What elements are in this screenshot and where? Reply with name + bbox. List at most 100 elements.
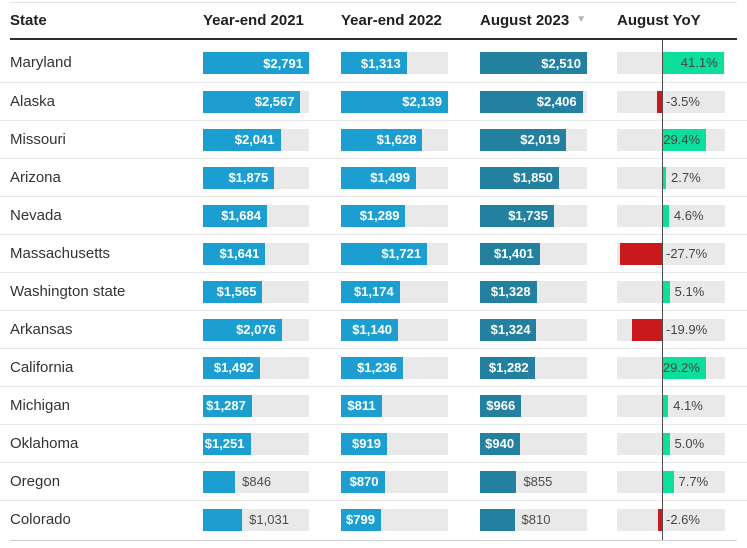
bar-value-label: $919 xyxy=(352,436,381,451)
column-header-year-end-2022[interactable]: Year-end 2022 xyxy=(341,12,448,29)
yoy-bar-track: -2.6% xyxy=(617,508,725,531)
bar-august-2023: $1,282 xyxy=(480,356,535,379)
bar-august-2023: $940 xyxy=(480,432,521,455)
bar-year-end-2021 xyxy=(203,508,243,531)
bar-value-label: $1,499 xyxy=(370,170,410,185)
bar-track: $1,492 xyxy=(203,356,309,379)
yoy-positive-bar xyxy=(662,52,724,74)
bar-august-2023: $1,324 xyxy=(480,318,537,341)
bar-track: $1,684 xyxy=(203,204,309,227)
bar-track: $2,041 xyxy=(203,128,309,151)
bar-value-label: $1,031 xyxy=(249,511,289,527)
bar-value-label: $1,236 xyxy=(357,360,397,375)
yoy-value-label: 7.7% xyxy=(678,473,709,489)
bar-august-2023: $1,401 xyxy=(480,242,540,265)
column-header-august-2023[interactable]: August 2023 ▼ xyxy=(480,12,587,29)
table-row: Oklahoma $1,251 $919 $940 5.0% xyxy=(0,424,747,462)
yoy-positive-bar xyxy=(662,128,707,151)
yoy-bar-track: 7.7% xyxy=(617,470,725,493)
bar-value-label: $855 xyxy=(523,473,553,489)
bar-track: $2,567 xyxy=(203,90,309,113)
bar-value-label: $1,140 xyxy=(352,322,393,337)
bar-year-end-2022: $1,628 xyxy=(341,128,423,151)
state-label: Missouri xyxy=(10,130,66,148)
bar-value-label: $1,313 xyxy=(360,55,401,71)
bar-year-end-2021: $1,565 xyxy=(203,280,263,303)
state-label: Arkansas xyxy=(10,320,73,338)
state-label: Michigan xyxy=(10,396,71,414)
bar-value-label: $1,721 xyxy=(381,246,422,261)
bar-value-label: $1,174 xyxy=(353,284,394,299)
bar-value-label: $1,401 xyxy=(493,246,534,261)
bar-value-label: $2,567 xyxy=(254,94,295,109)
state-label: Massachusetts xyxy=(10,244,111,262)
state-label: Oregon xyxy=(10,472,61,490)
bar-year-end-2022: $2,139 xyxy=(341,90,448,113)
bar-value-label: $1,628 xyxy=(376,132,417,147)
bar-year-end-2022: $1,289 xyxy=(341,204,406,227)
sort-desc-icon[interactable]: ▼ xyxy=(576,14,587,25)
bar-track: $1,287 xyxy=(203,394,309,417)
table-row: Alaska $2,567 $2,139 $2,406 -3.5% xyxy=(0,82,747,120)
yoy-value-label: 41.1% xyxy=(680,55,718,70)
column-header-label: Year-end 2022 xyxy=(341,11,442,29)
state-label: Maryland xyxy=(10,54,72,71)
bar-track: $1,499 xyxy=(341,166,448,189)
state-label: California xyxy=(10,358,74,376)
bar-track: $919 xyxy=(341,432,448,455)
bar-value-label: $1,251 xyxy=(204,436,245,451)
bar-august-2023: $2,510 xyxy=(480,52,587,74)
bar-track: $2,139 xyxy=(341,90,448,113)
yoy-bar-track: 5.0% xyxy=(617,432,725,455)
bar-track: $1,401 xyxy=(480,242,587,265)
yoy-value-label: 5.0% xyxy=(674,435,705,451)
bar-value-label: $1,282 xyxy=(488,360,529,375)
bar-track: $1,174 xyxy=(341,280,448,303)
bar-track: $2,510 xyxy=(480,52,587,74)
yoy-bar-track: 4.6% xyxy=(617,204,725,227)
bar-year-end-2022: $1,236 xyxy=(341,356,403,379)
bar-august-2023 xyxy=(480,470,517,493)
yoy-negative-bar xyxy=(656,90,662,113)
bar-track: $1,031 xyxy=(203,508,309,531)
yoy-bar-track: 29.4% xyxy=(617,128,725,151)
column-header-state[interactable]: State xyxy=(0,12,203,29)
bar-year-end-2021: $1,287 xyxy=(203,394,252,417)
bar-track: $940 xyxy=(480,432,587,455)
yoy-value-label: -2.6% xyxy=(666,511,700,527)
column-header-august-yoy[interactable]: August YoY xyxy=(617,12,725,29)
bar-value-label: $2,791 xyxy=(263,55,303,71)
bar-track: $1,721 xyxy=(341,242,448,265)
column-header-year-end-2021[interactable]: Year-end 2021 xyxy=(203,12,309,29)
bar-track: $1,875 xyxy=(203,166,309,189)
bar-value-label: $1,492 xyxy=(213,360,254,375)
state-label: Arizona xyxy=(10,168,61,186)
column-header-label: State xyxy=(10,11,47,29)
state-label: Alaska xyxy=(10,92,56,110)
bar-track: $1,282 xyxy=(480,356,587,379)
bar-value-label: $2,041 xyxy=(234,132,275,147)
yoy-positive-bar xyxy=(662,280,670,303)
bar-track: $810 xyxy=(480,508,587,531)
bar-year-end-2021: $2,041 xyxy=(203,128,281,151)
table-row: Michigan $1,287 $811 $966 4.1% xyxy=(0,386,747,424)
bar-value-label: $1,641 xyxy=(219,246,260,261)
bar-track: $799 xyxy=(341,508,448,531)
yoy-value-label: 2.7% xyxy=(671,169,701,185)
bar-track: $855 xyxy=(480,470,587,493)
table-row: Massachusetts $1,641 $1,721 $1,401 -27.7% xyxy=(0,234,747,272)
bar-track: $1,735 xyxy=(480,204,587,227)
bar-track: $1,641 xyxy=(203,242,309,265)
bar-track: $2,019 xyxy=(480,128,587,151)
bar-year-end-2021: $1,251 xyxy=(203,432,251,455)
bar-year-end-2021: $1,641 xyxy=(203,242,266,265)
column-header-label: August YoY xyxy=(617,11,701,29)
bar-value-label: $1,328 xyxy=(490,284,531,299)
yoy-value-label: 29.2% xyxy=(662,359,700,375)
bar-value-label: $870 xyxy=(349,474,379,489)
bar-value-label: $799 xyxy=(346,512,375,527)
yoy-positive-bar xyxy=(662,432,670,455)
bar-year-end-2022: $919 xyxy=(341,432,387,455)
bar-track: $1,313 xyxy=(341,52,448,74)
